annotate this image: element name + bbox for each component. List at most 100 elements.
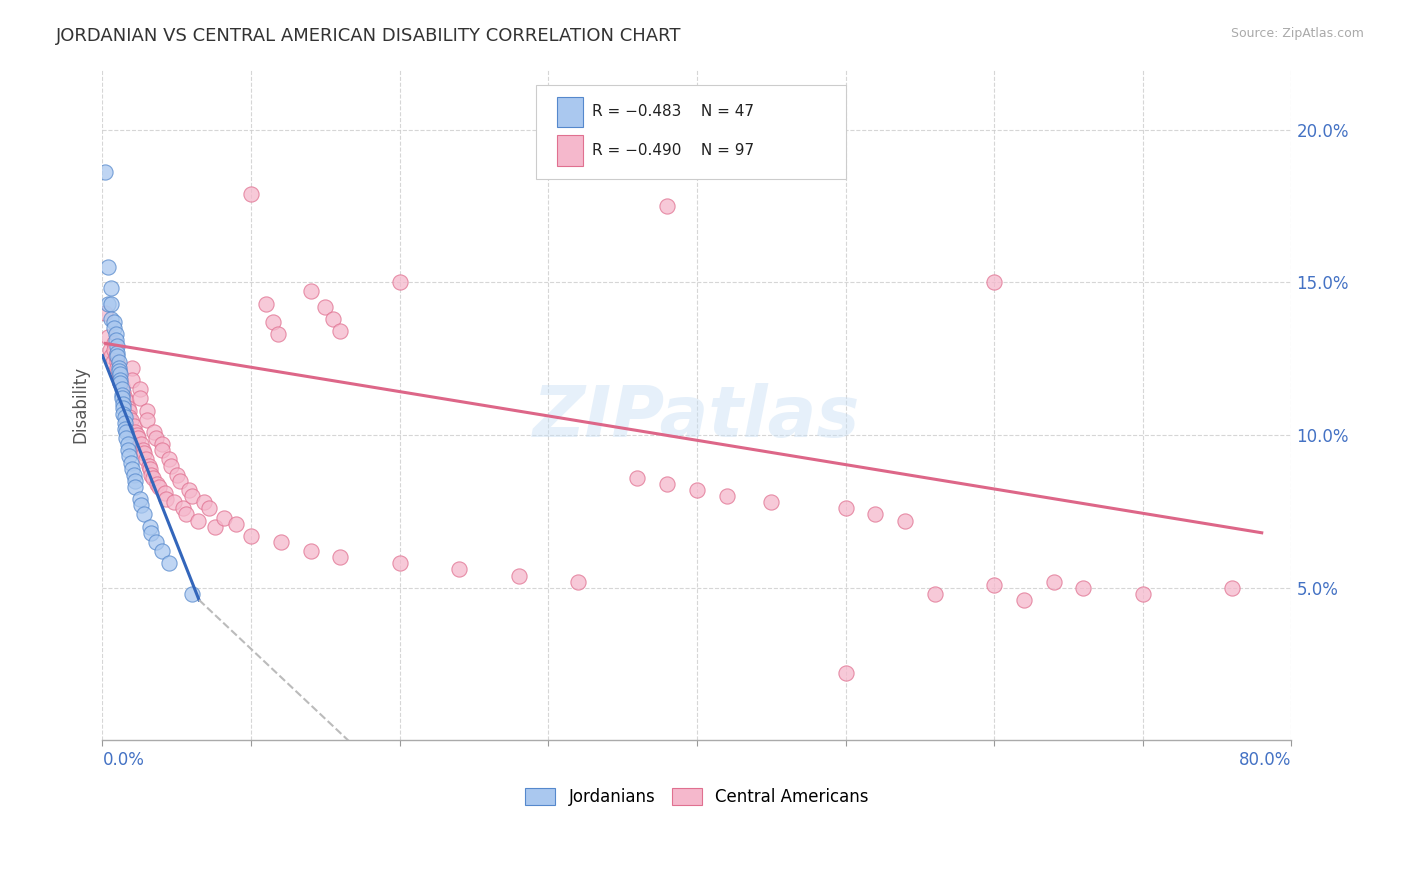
Y-axis label: Disability: Disability — [72, 366, 89, 443]
Point — [983, 577, 1005, 591]
Point — [121, 461, 143, 475]
Point — [100, 281, 122, 295]
Point — [100, 349, 122, 363]
Point — [299, 544, 322, 558]
Point — [98, 343, 121, 357]
Point — [141, 467, 163, 482]
Point — [143, 425, 166, 439]
Text: Source: ZipAtlas.com: Source: ZipAtlas.com — [1230, 27, 1364, 40]
Point — [101, 355, 124, 369]
Point — [104, 334, 127, 348]
Point — [1042, 574, 1064, 589]
Point — [128, 382, 150, 396]
Point — [104, 349, 127, 363]
Point — [150, 544, 173, 558]
Point — [107, 364, 129, 378]
Point — [115, 394, 138, 409]
Point — [155, 492, 177, 507]
Point — [110, 373, 132, 387]
Point — [136, 413, 159, 427]
Point — [103, 315, 125, 329]
Point — [214, 510, 236, 524]
Point — [198, 501, 221, 516]
Point — [159, 458, 181, 473]
Point — [107, 367, 129, 381]
Point — [187, 514, 209, 528]
Point — [329, 550, 352, 565]
Point — [129, 437, 152, 451]
Point — [1220, 581, 1243, 595]
Point — [177, 483, 200, 497]
Point — [111, 379, 134, 393]
Point — [299, 285, 322, 299]
Point — [105, 339, 128, 353]
Point — [112, 397, 135, 411]
Point — [110, 376, 132, 391]
Point — [508, 568, 530, 582]
Point — [125, 428, 148, 442]
Point — [146, 476, 169, 491]
Point — [121, 360, 143, 375]
Point — [115, 431, 138, 445]
FancyBboxPatch shape — [557, 136, 583, 166]
Point — [145, 535, 167, 549]
Point — [118, 450, 141, 464]
Point — [114, 422, 136, 436]
Text: 0.0%: 0.0% — [103, 751, 145, 769]
Point — [111, 382, 134, 396]
Point — [894, 514, 917, 528]
Point — [94, 165, 117, 179]
Point — [1132, 587, 1154, 601]
Point — [124, 480, 146, 494]
Point — [117, 443, 139, 458]
Point — [163, 495, 186, 509]
Point — [117, 437, 139, 451]
Point — [225, 516, 247, 531]
Point — [150, 437, 173, 451]
Point — [120, 413, 142, 427]
Point — [107, 360, 129, 375]
Point — [174, 508, 197, 522]
Point — [924, 587, 946, 601]
Point — [122, 467, 145, 482]
Point — [127, 431, 149, 445]
Point — [834, 501, 856, 516]
Point — [138, 458, 160, 473]
Point — [388, 276, 411, 290]
Point — [103, 343, 125, 357]
Point — [193, 495, 215, 509]
Point — [97, 330, 120, 344]
Text: JORDANIAN VS CENTRAL AMERICAN DISABILITY CORRELATION CHART: JORDANIAN VS CENTRAL AMERICAN DISABILITY… — [56, 27, 682, 45]
Point — [329, 324, 352, 338]
Point — [686, 483, 709, 497]
Point — [145, 431, 167, 445]
FancyBboxPatch shape — [557, 97, 583, 128]
Point — [254, 296, 277, 310]
Point — [567, 574, 589, 589]
Point — [322, 312, 344, 326]
Point — [983, 276, 1005, 290]
Point — [180, 489, 202, 503]
Point — [97, 296, 120, 310]
Point — [110, 376, 132, 391]
Point — [169, 474, 191, 488]
Point — [124, 425, 146, 439]
Text: 80.0%: 80.0% — [1239, 751, 1292, 769]
Point — [657, 476, 679, 491]
Point — [115, 425, 138, 439]
Point — [314, 300, 336, 314]
Point — [105, 345, 128, 359]
Point — [94, 306, 117, 320]
Point — [204, 519, 226, 533]
Point — [105, 349, 128, 363]
Point — [118, 409, 141, 424]
Point — [97, 260, 120, 274]
Point — [111, 392, 134, 406]
Point — [128, 492, 150, 507]
Point — [114, 416, 136, 430]
Point — [141, 525, 163, 540]
Point — [103, 321, 125, 335]
Point — [388, 557, 411, 571]
Point — [153, 486, 176, 500]
Point — [262, 315, 284, 329]
